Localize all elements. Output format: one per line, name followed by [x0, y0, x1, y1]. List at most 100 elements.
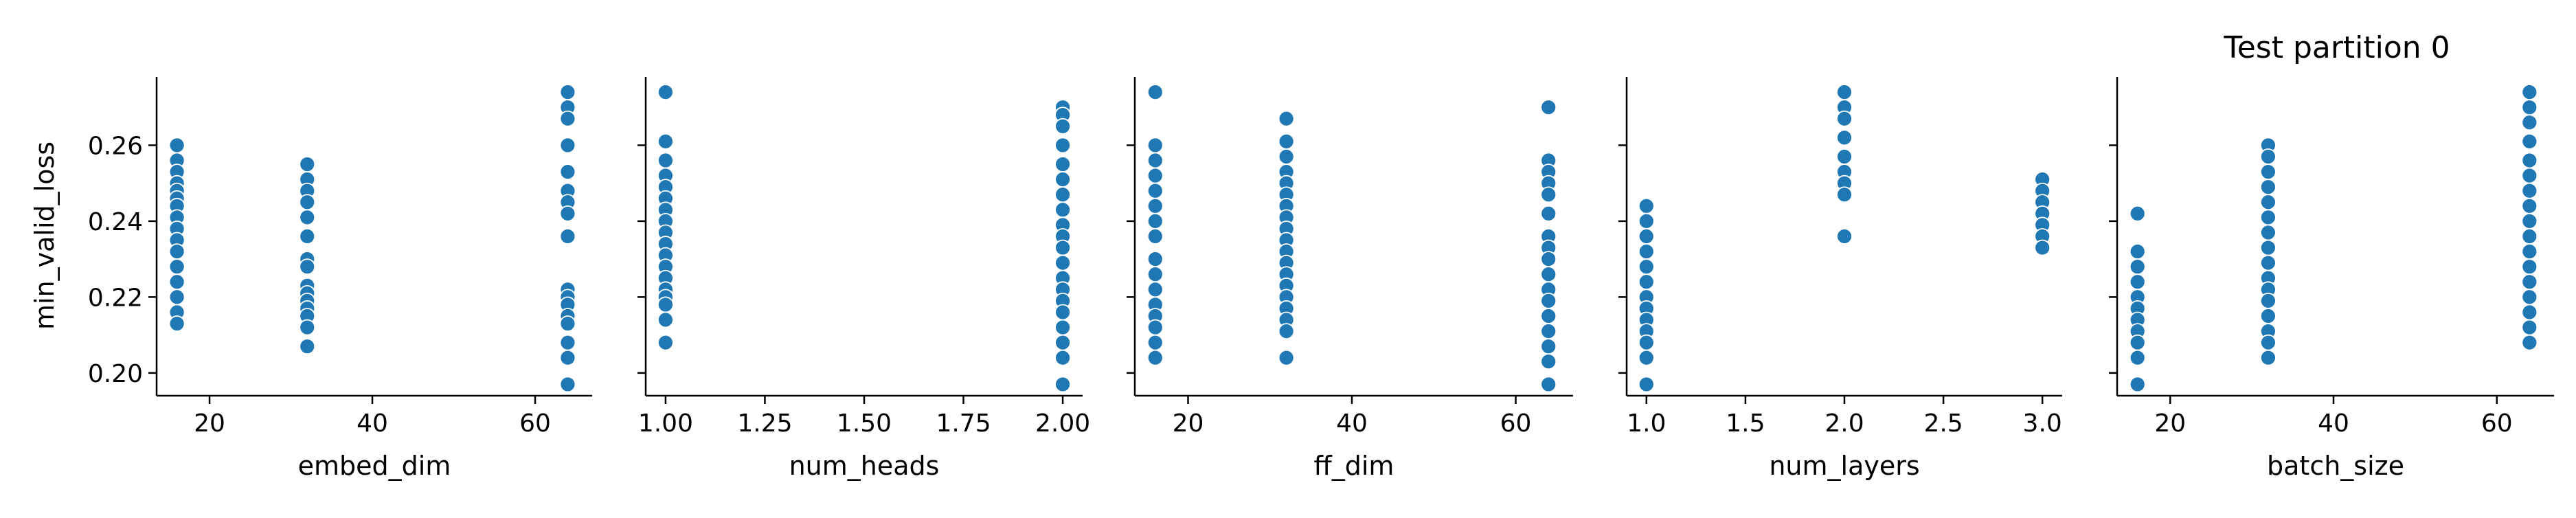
scatter-point [2260, 308, 2276, 324]
x-tick-label: 2.00 [1035, 409, 1090, 438]
scatter-point [299, 228, 316, 245]
scatter-point [2260, 293, 2276, 309]
scatter-point [1540, 205, 1557, 222]
scatter-point [1146, 266, 1164, 283]
scatter-point [1540, 186, 1557, 203]
scatter-point [2521, 182, 2538, 199]
scatter-point [168, 137, 185, 154]
scatter-point [1054, 319, 1071, 336]
x-tick-label: 3.0 [2023, 409, 2062, 438]
scatter-point [168, 289, 185, 306]
scatter-point [559, 315, 576, 332]
scatter-point [2129, 376, 2146, 393]
scatter-point [2260, 239, 2276, 256]
scatter-point [1278, 110, 1295, 127]
x-tick-label: 40 [357, 409, 388, 438]
scatter-point [2129, 243, 2146, 260]
scatter-point [559, 376, 576, 393]
scatter-point [559, 205, 576, 222]
scatter-point [1540, 323, 1557, 339]
panel-3: 20 40 60 ff_dim [1127, 77, 1573, 481]
y-tick-label: 0.22 [88, 284, 143, 312]
scatter-point [1638, 197, 1655, 214]
scatter-point [1054, 376, 1071, 393]
scatter-point [299, 258, 316, 275]
x-axis-label: embed_dim [298, 451, 451, 481]
x-tick-label: 1.25 [737, 409, 792, 438]
scatter-point [299, 194, 316, 211]
scatter-point [1146, 228, 1164, 245]
scatter-point [559, 164, 576, 180]
scatter-point [2260, 349, 2276, 366]
scatter-point [2521, 289, 2538, 306]
scatter-point [1146, 84, 1164, 100]
scatter-point [1146, 349, 1164, 366]
scatter-point [1146, 167, 1164, 184]
scatter-point [657, 296, 674, 313]
scatter-point [168, 243, 185, 260]
panel-1: 0.20 0.22 0.24 0.26 20 40 60 embed_dim [88, 77, 592, 481]
x-tick-label: 1.50 [837, 409, 892, 438]
scatter-point [1146, 213, 1164, 229]
scatter-point [559, 349, 576, 366]
scatter-point [1146, 319, 1164, 336]
x-tick-label: 20 [1173, 409, 1204, 438]
scatter-point [1638, 349, 1655, 366]
scatter-point [2521, 167, 2538, 184]
scatter-point [2260, 254, 2276, 271]
panel-2: 1.00 1.25 1.50 1.75 2.00 num_heads [637, 77, 1090, 481]
scatter-point [168, 258, 185, 275]
scatter-point [2521, 197, 2538, 214]
scatter-point [2521, 304, 2538, 321]
scatter-point [2521, 133, 2538, 150]
y-axis-label: min_valid_loss [30, 142, 60, 330]
x-tick-label: 40 [2318, 409, 2349, 438]
scatter-point [1278, 323, 1295, 339]
scatter-point [1054, 254, 1071, 271]
scatter-point [2521, 152, 2538, 169]
scatter-point [1836, 84, 1853, 100]
scatter-point [1638, 243, 1655, 260]
scatter-point [299, 338, 316, 355]
scatter-point [2521, 84, 2538, 100]
scatter-point [1638, 258, 1655, 275]
scatter-point [299, 156, 316, 172]
scatter-point [2129, 258, 2146, 275]
scatter-point [2129, 273, 2146, 291]
scatter-point [1836, 228, 1853, 245]
y-tick-label: 0.20 [88, 360, 143, 388]
scatter-point [1638, 228, 1655, 245]
scatter-point [2521, 258, 2538, 275]
scatter-point [1278, 349, 1295, 366]
x-tick-label: 20 [194, 409, 225, 438]
scatter-point [2129, 334, 2146, 351]
x-tick-label: 1.0 [1627, 409, 1666, 438]
scatter-point [2260, 148, 2276, 165]
scatter-point [657, 311, 674, 328]
x-tick-label: 1.5 [1726, 409, 1765, 438]
scatter-point [1638, 213, 1655, 229]
scatter-point [2521, 114, 2538, 131]
scatter-point [1638, 334, 1655, 351]
scatter-point [299, 209, 316, 226]
x-tick-label: 1.75 [936, 409, 991, 438]
scatter-point [2521, 243, 2538, 260]
scatter-point [559, 110, 576, 127]
scatter-point [1540, 251, 1557, 268]
panel-4: 1.0 1.5 2.0 2.5 3.0 num_layers [1618, 77, 2062, 481]
scatter-point [2260, 164, 2276, 180]
scatter-point [559, 228, 576, 245]
x-tick-label: 1.00 [638, 409, 693, 438]
scatter-point [1540, 338, 1557, 355]
scatter-point [2521, 228, 2538, 245]
scatter-point [559, 84, 576, 100]
scatter-point [1836, 186, 1853, 203]
scatter-point [657, 84, 674, 100]
scatter-point [1836, 148, 1853, 165]
scatter-point [657, 334, 674, 351]
scatter-point [2034, 239, 2051, 256]
scatter-point [2521, 99, 2538, 116]
